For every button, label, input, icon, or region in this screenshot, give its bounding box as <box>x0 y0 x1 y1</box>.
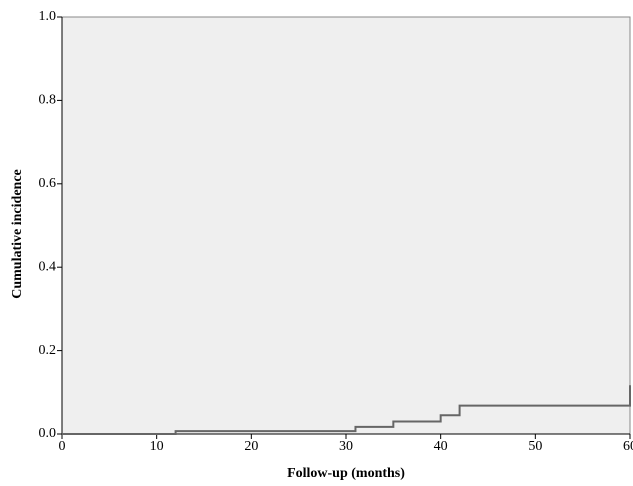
x-tick-label: 30 <box>339 439 353 454</box>
x-axis-label: Follow-up (months) <box>287 466 405 481</box>
y-tick-label: 0.4 <box>39 259 57 274</box>
x-tick-label: 40 <box>434 439 448 454</box>
y-tick-label: 0.6 <box>39 176 57 191</box>
y-tick-label: 0.8 <box>39 93 57 108</box>
x-tick-label: 20 <box>244 439 258 454</box>
x-tick-label: 10 <box>150 439 164 454</box>
y-tick-label: 1.0 <box>39 9 57 24</box>
y-axis-label: Cumulative incidence <box>10 169 25 299</box>
y-tick-label: 0.0 <box>39 426 57 441</box>
x-tick-label: 50 <box>528 439 542 454</box>
step-line <box>62 385 631 435</box>
x-tick-label: 60 <box>623 439 633 454</box>
y-tick-label: 0.2 <box>39 343 57 358</box>
plot-area <box>61 16 631 435</box>
x-tick-label: 0 <box>59 439 66 454</box>
